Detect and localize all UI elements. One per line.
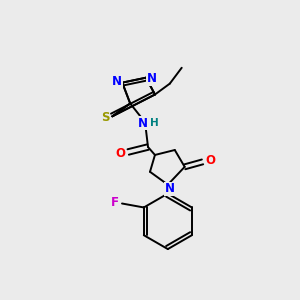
Text: N: N	[147, 72, 157, 85]
Text: F: F	[111, 196, 119, 209]
Text: H: H	[150, 118, 158, 128]
Text: O: O	[206, 154, 215, 167]
Text: O: O	[115, 148, 125, 160]
Text: N: N	[112, 75, 122, 88]
Text: N: N	[138, 117, 148, 130]
Text: S: S	[101, 111, 110, 124]
Text: N: N	[165, 182, 175, 195]
